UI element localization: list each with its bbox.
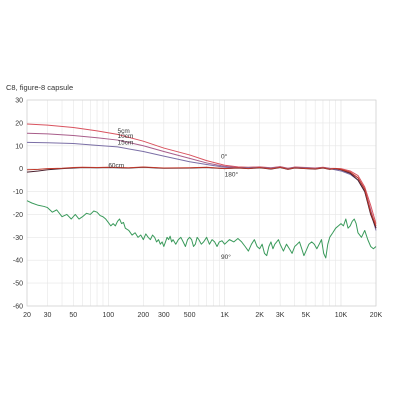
x-tick-label: 10K xyxy=(335,312,348,319)
y-tick-label: 10 xyxy=(15,143,23,150)
y-tick-label: -50 xyxy=(13,281,23,288)
x-tick-label: 30 xyxy=(44,312,52,319)
x-tick-label: 1K xyxy=(220,312,229,319)
x-tick-label: 100 xyxy=(102,312,114,319)
x-tick-label: 20K xyxy=(370,312,383,319)
chart-title: C8, figure-8 capsule xyxy=(6,83,74,92)
y-tick-label: -30 xyxy=(13,235,23,242)
annotation-label: 60cm xyxy=(108,163,124,170)
annotation-label: 15cm xyxy=(118,140,134,147)
grid xyxy=(26,99,377,307)
y-tick-label: 30 xyxy=(15,98,23,105)
x-tick-label: 300 xyxy=(158,312,170,319)
x-tick-label: 20 xyxy=(23,312,31,319)
series-line-3 xyxy=(26,141,377,231)
series-line-5 xyxy=(26,166,377,227)
y-tick-label: 20 xyxy=(15,120,23,127)
annotation-label: 10cm xyxy=(118,133,134,140)
y-tick-label: -20 xyxy=(13,212,23,219)
annotation-label: 0° xyxy=(221,152,228,160)
x-tick-label: 200 xyxy=(137,312,149,319)
x-tick-label: 3K xyxy=(276,312,285,319)
annotation-label: 5cm xyxy=(118,128,130,135)
annotation-label: 90° xyxy=(221,253,231,261)
y-tick-label: -10 xyxy=(13,189,23,196)
plot-border xyxy=(26,99,377,307)
series-line-2 xyxy=(26,132,377,229)
series-line-6 xyxy=(26,200,377,259)
x-tick-label: 2K xyxy=(255,312,264,319)
annotation-label: 180° xyxy=(225,171,239,179)
y-tick-label: 0 xyxy=(19,166,23,173)
x-tick-label: 5K xyxy=(302,312,311,319)
y-tick-label: -60 xyxy=(13,304,23,311)
y-tick-label: -40 xyxy=(13,258,23,265)
x-tick-label: 50 xyxy=(69,312,77,319)
series-line-1 xyxy=(26,123,377,224)
x-tick-label: 500 xyxy=(184,312,196,319)
series-group xyxy=(26,123,377,259)
